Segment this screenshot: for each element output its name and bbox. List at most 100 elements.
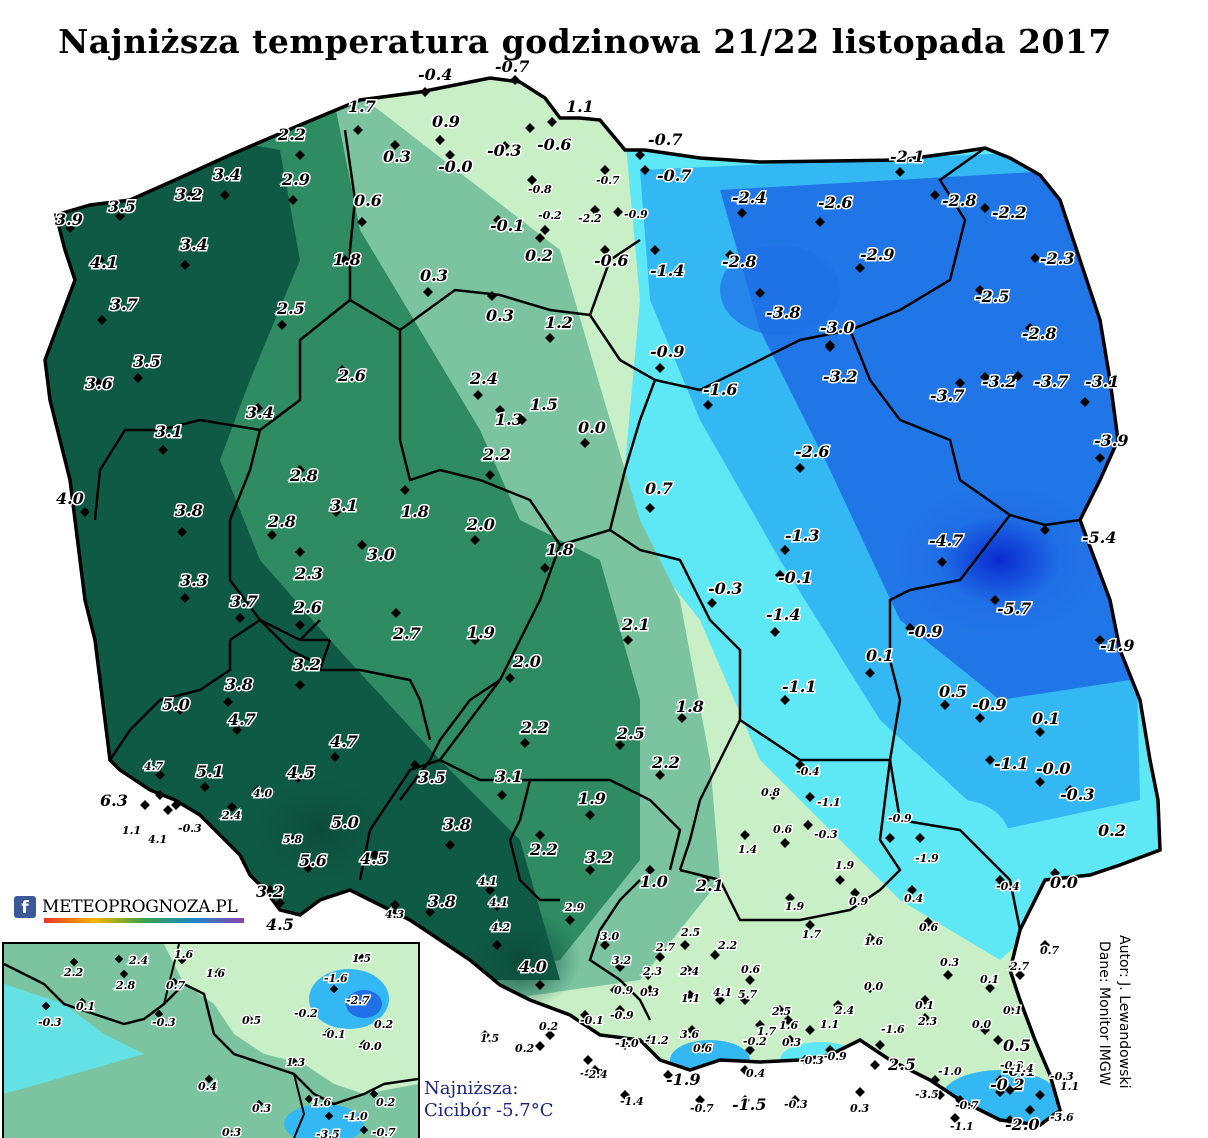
station-temperature-label: 1.8 [546, 540, 574, 559]
station-temperature-label: 0.0 [972, 1018, 991, 1031]
station-marker: 1.9 [834, 858, 856, 885]
station-dot [340, 255, 350, 265]
station-temperature-label: 1.9 [467, 623, 495, 642]
station-marker: -0.3 [707, 578, 744, 608]
station-marker: 1.8 [675, 696, 705, 723]
station-dot [535, 233, 545, 243]
station-dot [370, 850, 380, 860]
station-temperature-label: 4.5 [360, 849, 388, 868]
station-temperature-label: 4.0 [519, 957, 547, 976]
station-marker: 2.5 [275, 298, 306, 330]
station-marker: 1.7 [755, 1020, 778, 1040]
station-temperature-label: -2.8 [1022, 324, 1056, 343]
station-marker: 3.8 [174, 500, 204, 537]
station-marker: 2.9 [280, 169, 311, 205]
station-marker: -1.9 [1095, 635, 1136, 657]
map-title: Najniższa temperatura godzinowa 21/22 li… [58, 22, 1112, 61]
station-marker: -1.2 [644, 1033, 671, 1049]
inset-station-dot [297, 1009, 307, 1019]
station-dot [497, 790, 507, 800]
station-temperature-label: 0.0 [1050, 873, 1078, 892]
inset-station-label: 1.3 [286, 1056, 305, 1069]
station-temperature-label: -0.3 [800, 1054, 824, 1067]
station-dot [485, 885, 495, 895]
station-marker: -2.2 [980, 202, 1028, 224]
station-marker: 4.0 [55, 488, 90, 517]
station-temperature-label: 1.7 [348, 97, 376, 116]
station-dot [805, 1025, 815, 1035]
station-dot [303, 863, 313, 873]
station-marker: -0.7 [954, 1095, 981, 1114]
station-temperature-label: 2.2 [651, 753, 680, 772]
station-temperature-label: -2.9 [860, 245, 894, 264]
station-dot [1035, 777, 1045, 787]
station-marker: 0.2 [538, 1019, 560, 1040]
station-dot [493, 215, 503, 225]
station-marker: 2.5 [870, 1054, 917, 1076]
station-dot [825, 342, 835, 352]
station-dot [470, 535, 480, 545]
station-temperature-label: 2.2 [482, 445, 511, 464]
station-temperature-label: 3.5 [133, 352, 161, 371]
station-dot [1097, 823, 1107, 833]
station-temperature-label: 5.6 [299, 851, 327, 870]
station-dot [445, 840, 455, 850]
inset-station-label: 0.2 [376, 1096, 395, 1109]
station-dot [357, 540, 367, 550]
station-dot [795, 463, 805, 473]
station-temperature-label: 0.1 [915, 999, 934, 1012]
station-temperature-label: -1.4 [620, 1095, 644, 1108]
station-marker: -0.3 [1015, 1069, 1076, 1087]
station-temperature-label: 3.1 [330, 496, 358, 515]
station-temperature-label: 2.7 [392, 624, 421, 643]
station-temperature-label: -0.8 [528, 183, 552, 196]
station-dot [175, 705, 185, 715]
station-marker: -1.1 [805, 792, 842, 811]
station-temperature-label: 2.9 [281, 170, 310, 189]
station-temperature-label: -0.9 [624, 208, 648, 221]
inset-station-marker: -1.0 [324, 1109, 370, 1125]
station-marker: 3.2 [174, 184, 205, 206]
station-dot [177, 527, 187, 537]
station-marker: 0.4 [740, 1065, 767, 1082]
station-dot [600, 940, 610, 950]
station-dot [980, 203, 990, 213]
station-dot [473, 390, 483, 400]
station-marker: 1.6 [778, 1015, 800, 1034]
station-temperature-label: 1.2 [545, 313, 573, 332]
station-marker: -0.1 [1001, 1060, 1038, 1082]
station-dot [677, 713, 687, 723]
station-marker: 0.9 [848, 888, 870, 910]
station-temperature-label: 5.1 [196, 762, 224, 781]
station-marker: 5.0 [330, 812, 361, 834]
station-dot [1040, 525, 1050, 535]
station-dot [615, 1005, 625, 1015]
station-dot [620, 1090, 630, 1100]
station-temperature-label: -5.4 [1082, 528, 1116, 547]
station-marker: 4.7 [227, 709, 257, 735]
station-marker: -3.2 [980, 371, 1018, 393]
station-temperature-label: -0.7 [648, 130, 682, 149]
station-temperature-label: -1.1 [950, 1120, 974, 1133]
station-marker: 1.1 [121, 800, 150, 839]
station-dot [540, 225, 550, 235]
inset-station-label: -0.2 [294, 1007, 318, 1020]
station-temperature-label: 0.4 [746, 1067, 765, 1080]
station-marker: -0.8 [527, 175, 554, 198]
station-temperature-label: 3.2 [585, 848, 613, 867]
logo-brand[interactable]: METEOPROGNOZA.PL [42, 897, 238, 917]
station-marker: -0.1 [775, 567, 814, 589]
station-dot [950, 1113, 960, 1123]
station-dot [1050, 868, 1060, 878]
station-marker: 3.4 [212, 164, 242, 200]
station-dot [545, 333, 555, 343]
facebook-icon[interactable]: f [14, 896, 36, 918]
station-dot [865, 983, 875, 993]
station-marker: 4.1 [89, 252, 120, 274]
inset-station-dot [369, 1089, 379, 1099]
station-dot [540, 563, 550, 573]
station-marker: 0.1 [1031, 708, 1061, 737]
station-dot [65, 223, 75, 233]
station-temperature-label: -1.1 [994, 754, 1028, 773]
meteoprognoza-logo[interactable]: f METEOPROGNOZA.PL [14, 894, 238, 920]
